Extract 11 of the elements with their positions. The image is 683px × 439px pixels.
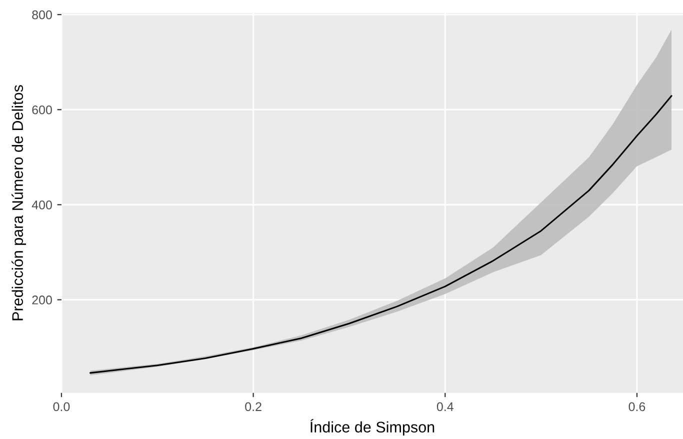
y-axis-title: Predicción para Número de Delitos: [12, 85, 26, 320]
y-tick-label: 800: [32, 10, 52, 20]
x-tick-label: 0.4: [436, 402, 454, 412]
y-tick-label: 200: [32, 296, 52, 304]
x-tick-label: 0.6: [628, 402, 646, 412]
x-tick-label: 0.0: [53, 402, 70, 412]
x-axis-title: Índice de Simpson: [310, 419, 434, 436]
y-tick-label: 600: [32, 105, 52, 114]
y-tick-label: 400: [32, 200, 52, 210]
line-series: [89, 95, 672, 374]
x-tick-label: 0.2: [245, 402, 262, 412]
